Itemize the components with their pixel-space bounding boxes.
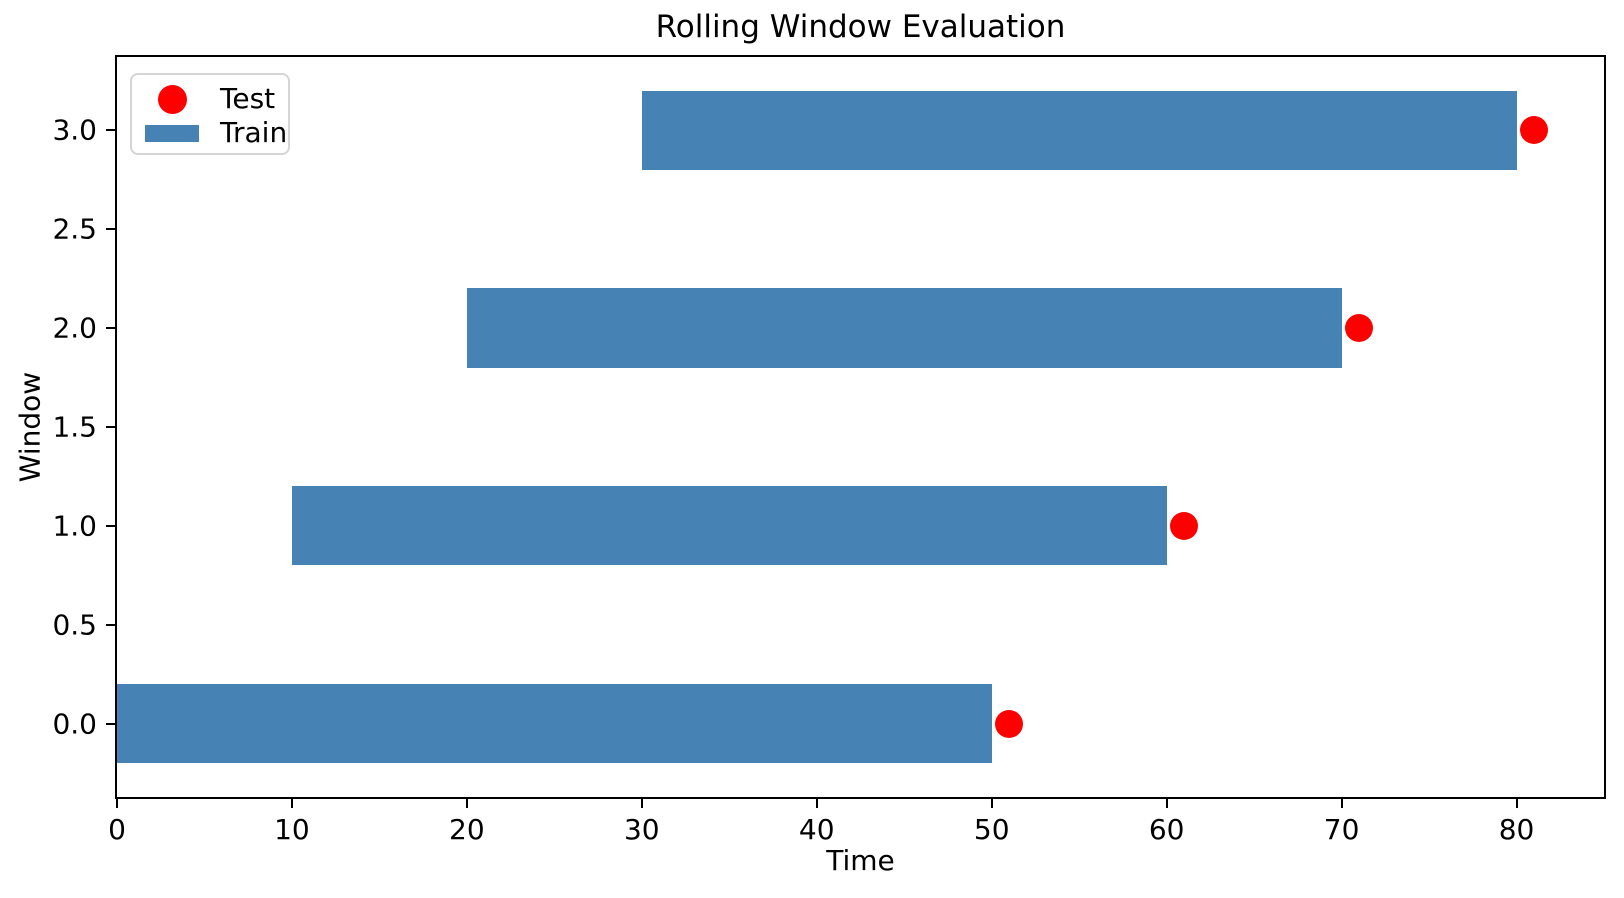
y-tick-mark [106,426,115,428]
chart-title: Rolling Window Evaluation [655,9,1066,45]
x-tick-mark [1165,799,1168,808]
y-tick-label: 0.5 [52,608,97,642]
legend-label-train: Train [220,116,288,149]
y-tick-label: 0.0 [52,707,97,741]
x-tick-label: 50 [973,813,1010,846]
legend-marker-cell [144,84,200,114]
y-tick-label: 1.0 [52,509,97,543]
x-tick-mark [640,799,643,808]
x-tick-mark [990,799,993,808]
x-tick-mark [1515,799,1518,808]
x-tick-mark [290,799,293,808]
x-tick-label: 20 [449,813,485,846]
train-rect-marker-icon [145,124,199,142]
x-tick-label: 70 [1323,813,1360,846]
x-tick-label: 80 [1498,813,1535,846]
x-axis-label: Time [826,844,895,877]
x-tick-label: 10 [274,813,310,846]
y-tick-mark [106,524,115,527]
y-tick-label: 3.0 [52,113,97,147]
y-tick-label: 2.5 [52,212,97,246]
x-tick-mark [116,799,118,808]
plot-area: Test Train 0 10 20 30 40 50 60 70 80 0.0 0.5 1.0 1.5… [52,57,1604,846]
y-tick-mark [106,722,115,725]
y-tick-label: 1.5 [52,410,97,444]
test-circle-marker-icon [157,84,187,114]
train-bar-window-0 [117,684,992,764]
test-marker-window-0 [995,709,1024,738]
x-tick-label: 30 [623,813,660,846]
train-bar-window-2 [466,288,1342,368]
x-tick-mark [465,799,468,808]
x-tick-mark [815,799,818,808]
y-tick-mark [106,228,115,231]
x-tick-label: 0 [108,813,126,846]
y-tick-mark [106,327,115,330]
x-tick-mark [1340,799,1343,808]
legend-label-test: Test [220,82,276,115]
train-bar-window-1 [291,486,1167,566]
y-axis-label: Window [13,371,47,483]
train-bar-window-3 [641,90,1517,170]
x-tick-label: 40 [798,813,835,846]
y-tick-mark [106,623,115,626]
legend-item-train: Train [144,116,287,150]
legend-marker-cell [144,124,200,142]
test-marker-window-2 [1345,314,1374,343]
y-tick-mark [106,129,115,132]
y-tick-label: 2.0 [52,311,97,345]
test-marker-window-3 [1520,116,1549,145]
legend: Test Train [130,73,290,155]
test-marker-window-1 [1170,511,1199,540]
legend-item-test: Test [144,82,276,116]
x-tick-label: 60 [1148,813,1185,846]
